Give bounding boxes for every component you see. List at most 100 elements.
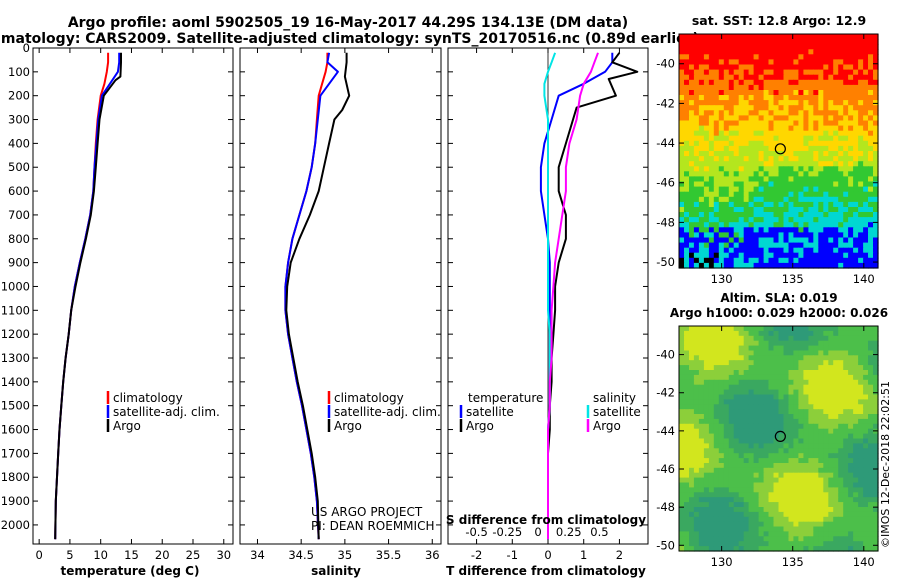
map-cell <box>728 232 735 239</box>
map-cell <box>783 502 790 508</box>
map-cell <box>843 135 849 142</box>
map-cell <box>873 370 879 376</box>
map-cell <box>868 345 874 352</box>
map-cell <box>813 526 819 532</box>
map-cell <box>679 232 685 239</box>
map-cell <box>723 161 730 167</box>
map-cell <box>723 217 730 223</box>
map-cell <box>793 389 799 396</box>
map-cell <box>798 477 804 484</box>
map-cell <box>738 355 745 361</box>
map-cell <box>718 237 725 244</box>
map-cell <box>843 252 849 259</box>
map-x-tick-label: 130 <box>711 272 733 286</box>
map-cell <box>833 521 839 528</box>
map-cell <box>748 135 755 142</box>
map-cell <box>858 384 864 391</box>
map-cell <box>863 443 869 449</box>
map-cell <box>708 145 715 152</box>
map-cell <box>833 135 839 142</box>
map-cell <box>703 350 710 356</box>
map-cell <box>823 374 829 381</box>
map-cell <box>863 262 869 269</box>
map-cell <box>763 237 770 244</box>
map-cell <box>813 482 819 488</box>
map-cell <box>868 507 874 513</box>
map-cell <box>798 212 804 218</box>
map-cell <box>758 145 765 152</box>
map-cell <box>684 379 690 386</box>
map-cell <box>713 232 720 239</box>
map-cell <box>698 482 705 488</box>
map-cell <box>773 531 780 537</box>
map-cell <box>689 90 695 96</box>
map-cell <box>858 247 864 254</box>
map-cell <box>853 492 859 498</box>
map-cell <box>868 34 874 40</box>
map-cell <box>858 49 864 55</box>
map-cell <box>778 370 785 376</box>
map-cell <box>768 492 775 498</box>
map-cell <box>698 135 705 142</box>
map-cell <box>853 125 859 132</box>
map-cell <box>843 44 849 50</box>
map-cell <box>858 526 864 532</box>
map-cell <box>818 69 824 76</box>
map-cell <box>698 326 705 332</box>
map-cell <box>863 64 869 71</box>
map-cell <box>733 502 740 508</box>
map-cell <box>703 379 710 386</box>
map-cell <box>748 448 755 454</box>
map-cell <box>748 217 755 223</box>
map-cell <box>723 463 730 469</box>
map-cell <box>853 330 859 337</box>
map-cell <box>823 365 829 371</box>
map-cell <box>778 365 785 371</box>
map-cell <box>743 105 750 111</box>
map-cell <box>708 227 715 233</box>
series-line <box>285 52 351 540</box>
map-cell <box>758 181 765 188</box>
map-cell <box>738 79 745 86</box>
map-cell <box>753 227 760 233</box>
map-cell <box>778 156 785 162</box>
map-cell <box>803 497 809 503</box>
map-cell <box>684 507 690 513</box>
map-cell <box>868 135 874 142</box>
map-cell <box>798 507 804 513</box>
map-cell <box>778 95 785 101</box>
map-cell <box>868 64 874 71</box>
map-cell <box>788 105 795 111</box>
map-cell <box>783 222 790 228</box>
map-cell <box>823 151 829 157</box>
map-cell <box>723 115 730 122</box>
map-cell <box>743 360 750 366</box>
map-cell <box>738 516 745 523</box>
map-cell <box>818 74 824 81</box>
map-cell <box>793 384 799 391</box>
map-cell <box>718 145 725 152</box>
map-cell <box>773 370 780 376</box>
map-cell <box>743 418 750 425</box>
map-cell <box>768 64 775 71</box>
map-cell <box>793 423 799 430</box>
map-cell <box>773 151 780 157</box>
map-cell <box>773 176 780 183</box>
map-cell <box>738 487 745 493</box>
map-cell <box>689 257 695 264</box>
map-cell <box>713 196 720 203</box>
map-cell <box>713 389 720 396</box>
map-cell <box>728 44 735 50</box>
map-cell <box>718 252 725 259</box>
map-cell <box>679 448 685 454</box>
map-cell <box>763 345 770 352</box>
y-tick-label: 0 <box>23 41 30 55</box>
map-cell <box>743 201 750 208</box>
map-cell <box>833 69 839 76</box>
map-cell <box>783 161 790 167</box>
map-cell <box>813 516 819 523</box>
map-cell <box>793 531 799 537</box>
map-cell <box>679 330 685 337</box>
map-cell <box>698 433 705 440</box>
map-cell <box>728 374 735 381</box>
